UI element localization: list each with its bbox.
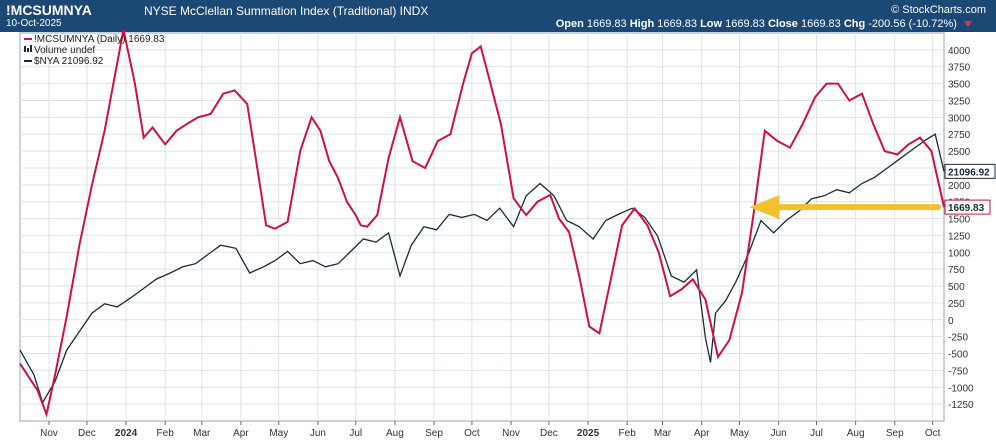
close-value: 1669.83: [800, 18, 841, 30]
nya-series-line: [19, 133, 945, 405]
open-label: Open: [555, 18, 584, 30]
chart-date: 10-Oct-2025: [6, 18, 62, 29]
x-tick-label: Jun: [771, 428, 787, 439]
y-tick-label: -250: [948, 333, 968, 344]
y-tick-label: 1250: [948, 231, 971, 242]
mcsum-last-value-box: [944, 199, 991, 215]
y-tick-label: 3000: [948, 113, 971, 124]
x-tick-label: Apr: [233, 428, 249, 439]
x-tick-label: 2024: [115, 428, 138, 439]
x-tick-label: 2025: [577, 428, 600, 439]
y-tick-label: 500: [948, 282, 965, 293]
y-tick-label: 3500: [948, 80, 971, 91]
down-triangle-icon: [964, 21, 972, 28]
y-tick-label: 2500: [948, 147, 971, 158]
y-tick-label: 3250: [948, 96, 971, 107]
y-tick-label: -1250: [948, 400, 974, 411]
chg-value: -200.56 (-10.72%): [868, 18, 957, 30]
x-tick-label: May: [730, 428, 749, 439]
y-tick-label: -500: [948, 350, 968, 361]
y-tick-label: 1000: [948, 248, 971, 259]
y-tick-label: 1500: [948, 215, 971, 226]
x-tick-label: Feb: [157, 428, 175, 439]
low-value: 1669.83: [725, 18, 765, 30]
legend-entry: !MCSUMNYA (Daily) 1669.83: [34, 34, 165, 45]
mcsum-last-value-label: 1669.83: [948, 203, 985, 214]
nya-last-value-box: [944, 163, 996, 179]
index-full-name: NYSE McClellan Summation Index (Traditio…: [144, 4, 397, 18]
x-tick-label: Jun: [310, 428, 326, 439]
x-tick-label: Aug: [386, 428, 404, 439]
volume-bar-icon: [30, 45, 32, 52]
x-tick-label: Apr: [694, 428, 710, 439]
y-tick-label: 2000: [948, 181, 971, 192]
y-tick-label: 4000: [948, 46, 971, 57]
legend-entry: Volume undef: [34, 45, 95, 56]
y-tick-label: 750: [948, 265, 965, 276]
symbol-title: !MCSUMNYA: [6, 2, 92, 18]
y-tick-label: -750: [948, 366, 968, 377]
y-tick-label: 3750: [948, 63, 971, 74]
close-label: Close: [767, 18, 798, 30]
x-tick-label: Jul: [810, 428, 823, 439]
y-tick-label: 250: [948, 299, 965, 310]
open-value: 1669.83: [586, 18, 627, 30]
index-name: NYSE McClellan Summation Index (Traditio…: [144, 4, 428, 18]
x-tick-label: Dec: [540, 428, 558, 439]
x-tick-label: Oct: [925, 428, 941, 439]
y-tick-label: 2750: [948, 130, 971, 141]
volume-bar-icon: [27, 48, 29, 52]
x-tick-label: Feb: [619, 428, 637, 439]
high-value: 1669.83: [657, 18, 697, 30]
stockcharts-credit: © StockCharts.com: [891, 4, 986, 16]
x-tick-label: Jul: [349, 428, 362, 439]
high-label: High: [629, 18, 655, 30]
ohlc-readout: Open 1669.83 High 1669.83 Low 1669.83 Cl…: [556, 18, 972, 30]
nya-last-value-label: 21096.92: [948, 167, 990, 178]
annotation-arrow-head: [749, 195, 780, 220]
chg-label: Chg: [843, 18, 866, 30]
x-tick-label: May: [269, 428, 288, 439]
low-label: Low: [700, 18, 723, 30]
y-tick-label: -1000: [948, 383, 974, 394]
x-tick-label: Mar: [193, 428, 211, 439]
x-tick-label: Aug: [847, 428, 865, 439]
y-tick-label: 0: [948, 316, 954, 327]
exchange-label: INDX: [399, 4, 429, 18]
x-tick-label: Oct: [464, 428, 480, 439]
x-tick-label: Dec: [78, 428, 96, 439]
chart-header: !MCSUMNYA NYSE McClellan Summation Index…: [0, 0, 996, 32]
mcsum-series-line: [19, 29, 945, 418]
volume-bar-icon: [24, 46, 26, 52]
plot-frame: [19, 32, 945, 422]
x-tick-label: Mar: [654, 428, 672, 439]
x-tick-label: Nov: [502, 428, 520, 439]
x-tick-label: Sep: [425, 428, 443, 439]
legend-entry: $NYA 21096.92: [34, 56, 104, 67]
x-tick-label: Sep: [886, 428, 904, 439]
x-tick-label: Nov: [40, 428, 58, 439]
